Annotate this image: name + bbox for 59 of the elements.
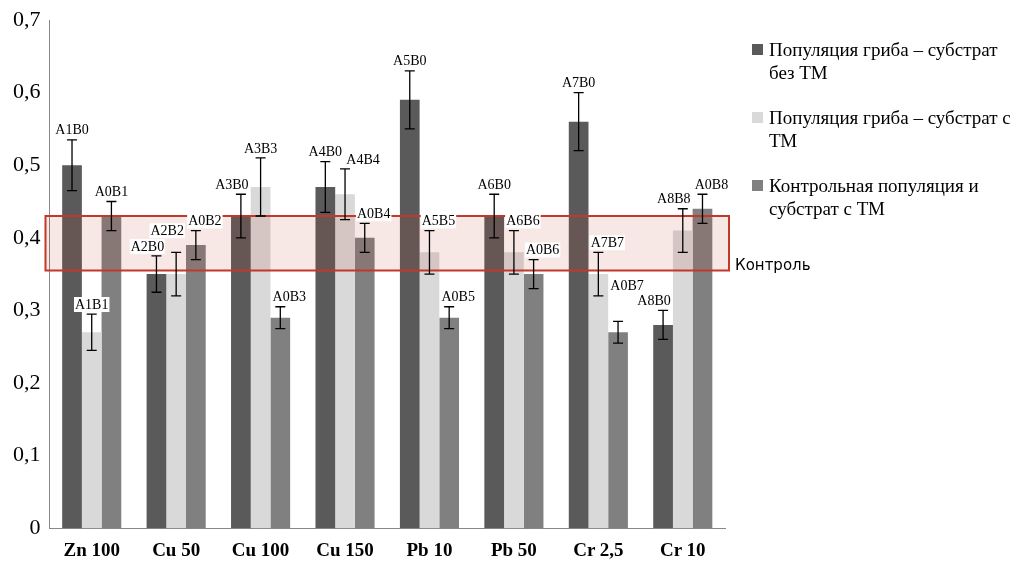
x-tick-label: Cu 50 (152, 538, 201, 560)
data-label: A5B0 (393, 53, 427, 69)
data-label: A2B0 (130, 238, 165, 254)
data-label: A0B1 (94, 184, 129, 200)
y-tick-label: 0,7 (13, 5, 41, 31)
data-label: A1B1 (74, 296, 109, 312)
bar (81, 332, 102, 529)
data-label: A0B7 (610, 277, 644, 293)
y-tick-label: 0,4 (13, 223, 41, 249)
data-label: A0B4 (357, 205, 391, 221)
data-label: A0B5 (441, 289, 475, 305)
bar (146, 274, 167, 529)
x-tick-label: Pb 10 (406, 538, 453, 560)
x-tick-label: Cr 2,5 (573, 538, 624, 560)
data-label: A1B0 (55, 122, 89, 138)
bar (250, 186, 271, 529)
data-label: A0B2 (188, 213, 222, 229)
data-label: A0B8 (694, 176, 729, 192)
data-label: A3B0 (215, 176, 249, 192)
legend-label: Контрольная популяция и субстрат с ТМ (769, 174, 980, 220)
bar (672, 230, 693, 529)
y-tick-label: 0 (29, 513, 41, 539)
bar (419, 252, 440, 529)
bar (166, 274, 187, 529)
bar (653, 324, 673, 529)
data-label: A4B4 (346, 151, 380, 167)
y-tick-label: 0,1 (13, 441, 41, 467)
data-label: A8B0 (637, 293, 671, 309)
data-label: A3B3 (243, 140, 278, 156)
y-tick-label: 0,2 (13, 368, 41, 394)
bar (484, 216, 505, 529)
x-tick-label: Pb 50 (490, 538, 537, 560)
bar (568, 121, 589, 529)
bar (335, 194, 355, 529)
data-label: A0B6 (525, 242, 560, 258)
y-tick-label: 0,6 (13, 78, 41, 104)
data-label: A7B0 (561, 75, 596, 91)
bar (231, 216, 251, 529)
data-label: A2B2 (150, 222, 184, 238)
x-tick-label: Zn 100 (63, 538, 120, 560)
data-label: A0B3 (272, 289, 307, 305)
y-tick-label: 0,3 (13, 296, 41, 322)
data-label: A6B0 (477, 176, 511, 192)
data-label: A4B0 (308, 144, 343, 160)
y-tick-label: 0,5 (13, 150, 41, 176)
x-tick-label: Cu 150 (316, 538, 374, 560)
bar (504, 252, 524, 529)
data-label: A5B5 (421, 213, 456, 229)
data-label: A7B7 (590, 234, 625, 250)
legend-label: Популяция гриба – субстрат с ТМ (769, 106, 1012, 152)
x-tick-label: Cu 100 (231, 538, 290, 560)
bar (315, 186, 336, 529)
data-label: A6B6 (506, 213, 540, 229)
band-label: Контроль (735, 256, 811, 275)
data-label: A8B8 (657, 191, 691, 207)
legend-label: Популяция гриба – субстрат без ТМ (769, 38, 999, 84)
bar (588, 274, 609, 529)
bar (399, 99, 420, 529)
x-tick-label: Cr 10 (660, 538, 706, 560)
